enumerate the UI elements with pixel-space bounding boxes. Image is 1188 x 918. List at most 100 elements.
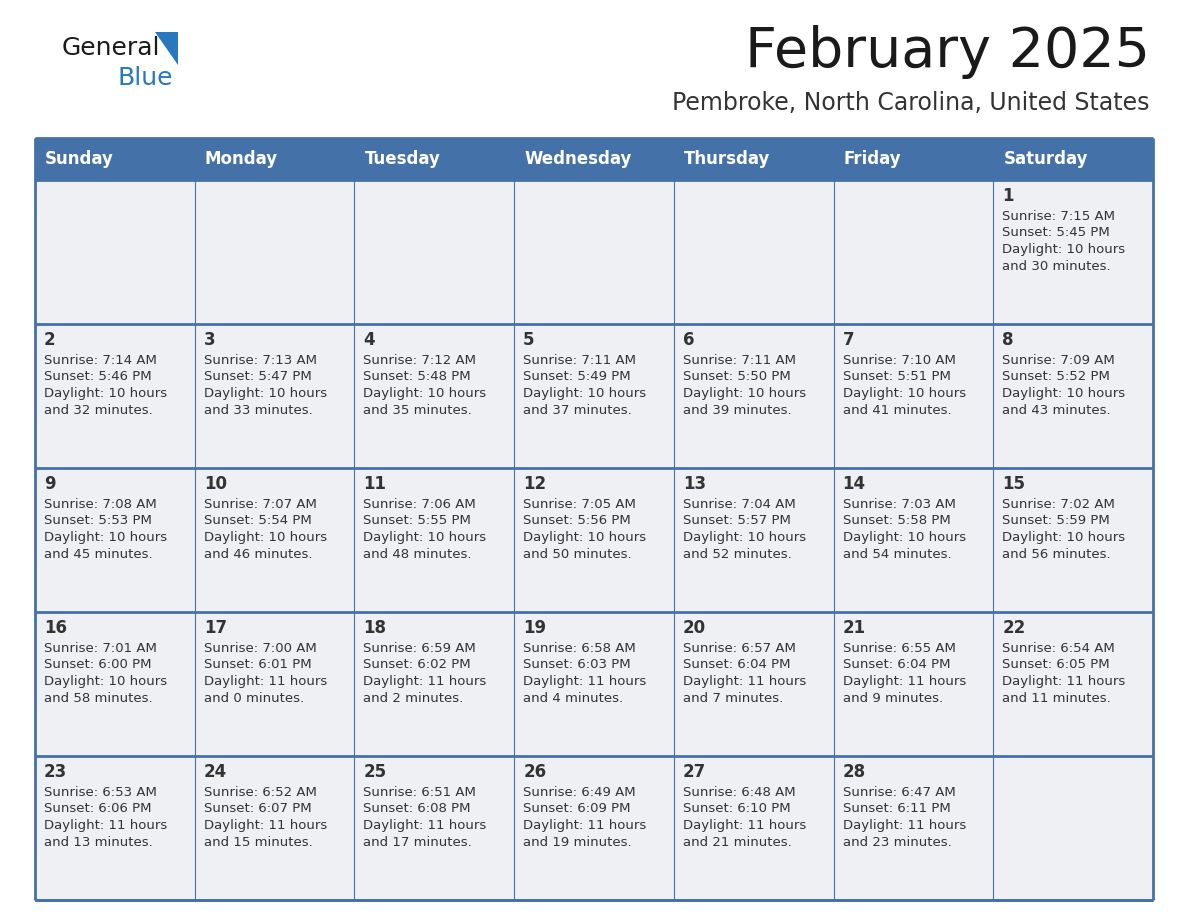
Text: Daylight: 10 hours: Daylight: 10 hours — [44, 675, 168, 688]
Bar — [195, 138, 354, 180]
Bar — [834, 756, 993, 900]
Text: 22: 22 — [1003, 619, 1025, 637]
Text: Sunset: 6:01 PM: Sunset: 6:01 PM — [203, 658, 311, 671]
Text: Daylight: 11 hours: Daylight: 11 hours — [44, 819, 168, 832]
Text: and 15 minutes.: and 15 minutes. — [203, 835, 312, 848]
Bar — [674, 468, 834, 612]
Bar — [34, 756, 195, 900]
Text: and 50 minutes.: and 50 minutes. — [523, 547, 632, 561]
Text: and 48 minutes.: and 48 minutes. — [364, 547, 472, 561]
Text: and 45 minutes.: and 45 minutes. — [44, 547, 152, 561]
Text: 7: 7 — [842, 331, 854, 349]
Bar — [834, 612, 993, 756]
Text: Daylight: 10 hours: Daylight: 10 hours — [1003, 243, 1125, 256]
Text: Sunrise: 7:07 AM: Sunrise: 7:07 AM — [203, 498, 316, 511]
Text: and 4 minutes.: and 4 minutes. — [523, 691, 624, 704]
Text: Sunrise: 6:52 AM: Sunrise: 6:52 AM — [203, 786, 316, 799]
Text: Daylight: 10 hours: Daylight: 10 hours — [683, 531, 805, 544]
Text: and 33 minutes.: and 33 minutes. — [203, 404, 312, 417]
Text: Daylight: 11 hours: Daylight: 11 hours — [203, 819, 327, 832]
Text: Daylight: 10 hours: Daylight: 10 hours — [44, 387, 168, 400]
Text: Sunset: 5:52 PM: Sunset: 5:52 PM — [1003, 371, 1110, 384]
Text: Sunset: 5:57 PM: Sunset: 5:57 PM — [683, 514, 791, 528]
Text: Sunset: 5:54 PM: Sunset: 5:54 PM — [203, 514, 311, 528]
Text: Sunrise: 6:48 AM: Sunrise: 6:48 AM — [683, 786, 796, 799]
Bar — [674, 180, 834, 324]
Text: Sunset: 6:06 PM: Sunset: 6:06 PM — [44, 802, 152, 815]
Bar — [34, 324, 195, 468]
Text: Daylight: 11 hours: Daylight: 11 hours — [683, 675, 807, 688]
Text: and 58 minutes.: and 58 minutes. — [44, 691, 152, 704]
Text: 13: 13 — [683, 475, 706, 493]
Text: Sunrise: 6:54 AM: Sunrise: 6:54 AM — [1003, 642, 1116, 655]
Text: 25: 25 — [364, 763, 386, 781]
Text: February 2025: February 2025 — [745, 25, 1150, 79]
Text: 12: 12 — [523, 475, 546, 493]
Text: Sunset: 5:50 PM: Sunset: 5:50 PM — [683, 371, 790, 384]
Text: Sunset: 5:48 PM: Sunset: 5:48 PM — [364, 371, 472, 384]
Text: 11: 11 — [364, 475, 386, 493]
Text: 26: 26 — [523, 763, 546, 781]
Bar — [195, 612, 354, 756]
Text: Sunset: 5:53 PM: Sunset: 5:53 PM — [44, 514, 152, 528]
Text: and 11 minutes.: and 11 minutes. — [1003, 691, 1111, 704]
Text: 27: 27 — [683, 763, 706, 781]
Text: and 2 minutes.: and 2 minutes. — [364, 691, 463, 704]
Text: Daylight: 11 hours: Daylight: 11 hours — [842, 819, 966, 832]
Text: and 19 minutes.: and 19 minutes. — [523, 835, 632, 848]
Text: Sunrise: 6:51 AM: Sunrise: 6:51 AM — [364, 786, 476, 799]
Text: Sunset: 6:04 PM: Sunset: 6:04 PM — [683, 658, 790, 671]
Text: Sunset: 6:09 PM: Sunset: 6:09 PM — [523, 802, 631, 815]
Text: Daylight: 10 hours: Daylight: 10 hours — [1003, 531, 1125, 544]
Text: Sunrise: 7:12 AM: Sunrise: 7:12 AM — [364, 354, 476, 367]
Text: Daylight: 11 hours: Daylight: 11 hours — [203, 675, 327, 688]
Bar — [195, 180, 354, 324]
Text: and 41 minutes.: and 41 minutes. — [842, 404, 952, 417]
Text: Sunset: 6:07 PM: Sunset: 6:07 PM — [203, 802, 311, 815]
Text: 16: 16 — [44, 619, 67, 637]
Text: 18: 18 — [364, 619, 386, 637]
Text: Daylight: 10 hours: Daylight: 10 hours — [523, 531, 646, 544]
Text: Sunset: 5:49 PM: Sunset: 5:49 PM — [523, 371, 631, 384]
Text: Daylight: 10 hours: Daylight: 10 hours — [523, 387, 646, 400]
Text: Sunrise: 7:02 AM: Sunrise: 7:02 AM — [1003, 498, 1116, 511]
Text: and 17 minutes.: and 17 minutes. — [364, 835, 472, 848]
Bar — [834, 138, 993, 180]
Bar — [514, 324, 674, 468]
Text: Sunset: 5:51 PM: Sunset: 5:51 PM — [842, 371, 950, 384]
Text: and 30 minutes.: and 30 minutes. — [1003, 260, 1111, 273]
Text: Sunset: 6:08 PM: Sunset: 6:08 PM — [364, 802, 470, 815]
Text: Daylight: 10 hours: Daylight: 10 hours — [683, 387, 805, 400]
Text: 20: 20 — [683, 619, 706, 637]
Text: Sunrise: 7:03 AM: Sunrise: 7:03 AM — [842, 498, 955, 511]
Text: 2: 2 — [44, 331, 56, 349]
Bar — [993, 468, 1154, 612]
Bar — [674, 612, 834, 756]
Text: Sunrise: 7:00 AM: Sunrise: 7:00 AM — [203, 642, 316, 655]
Text: Tuesday: Tuesday — [365, 150, 441, 168]
Text: Thursday: Thursday — [684, 150, 770, 168]
Text: Sunset: 6:04 PM: Sunset: 6:04 PM — [842, 658, 950, 671]
Bar — [514, 468, 674, 612]
Text: 1: 1 — [1003, 187, 1013, 205]
Text: and 52 minutes.: and 52 minutes. — [683, 547, 791, 561]
Text: Sunrise: 7:06 AM: Sunrise: 7:06 AM — [364, 498, 476, 511]
Bar — [993, 324, 1154, 468]
Bar — [34, 612, 195, 756]
Text: 24: 24 — [203, 763, 227, 781]
Text: Wednesday: Wednesday — [524, 150, 632, 168]
Text: Daylight: 11 hours: Daylight: 11 hours — [364, 819, 487, 832]
Text: Sunrise: 6:57 AM: Sunrise: 6:57 AM — [683, 642, 796, 655]
Text: Sunset: 6:10 PM: Sunset: 6:10 PM — [683, 802, 790, 815]
Text: Sunrise: 6:59 AM: Sunrise: 6:59 AM — [364, 642, 476, 655]
Text: and 21 minutes.: and 21 minutes. — [683, 835, 791, 848]
Text: Sunset: 5:46 PM: Sunset: 5:46 PM — [44, 371, 152, 384]
Text: Sunday: Sunday — [45, 150, 114, 168]
Bar — [993, 756, 1154, 900]
Bar — [674, 756, 834, 900]
Text: Sunset: 5:59 PM: Sunset: 5:59 PM — [1003, 514, 1110, 528]
Bar — [195, 756, 354, 900]
Text: Sunrise: 6:55 AM: Sunrise: 6:55 AM — [842, 642, 955, 655]
Text: Sunrise: 7:01 AM: Sunrise: 7:01 AM — [44, 642, 157, 655]
Bar — [354, 612, 514, 756]
